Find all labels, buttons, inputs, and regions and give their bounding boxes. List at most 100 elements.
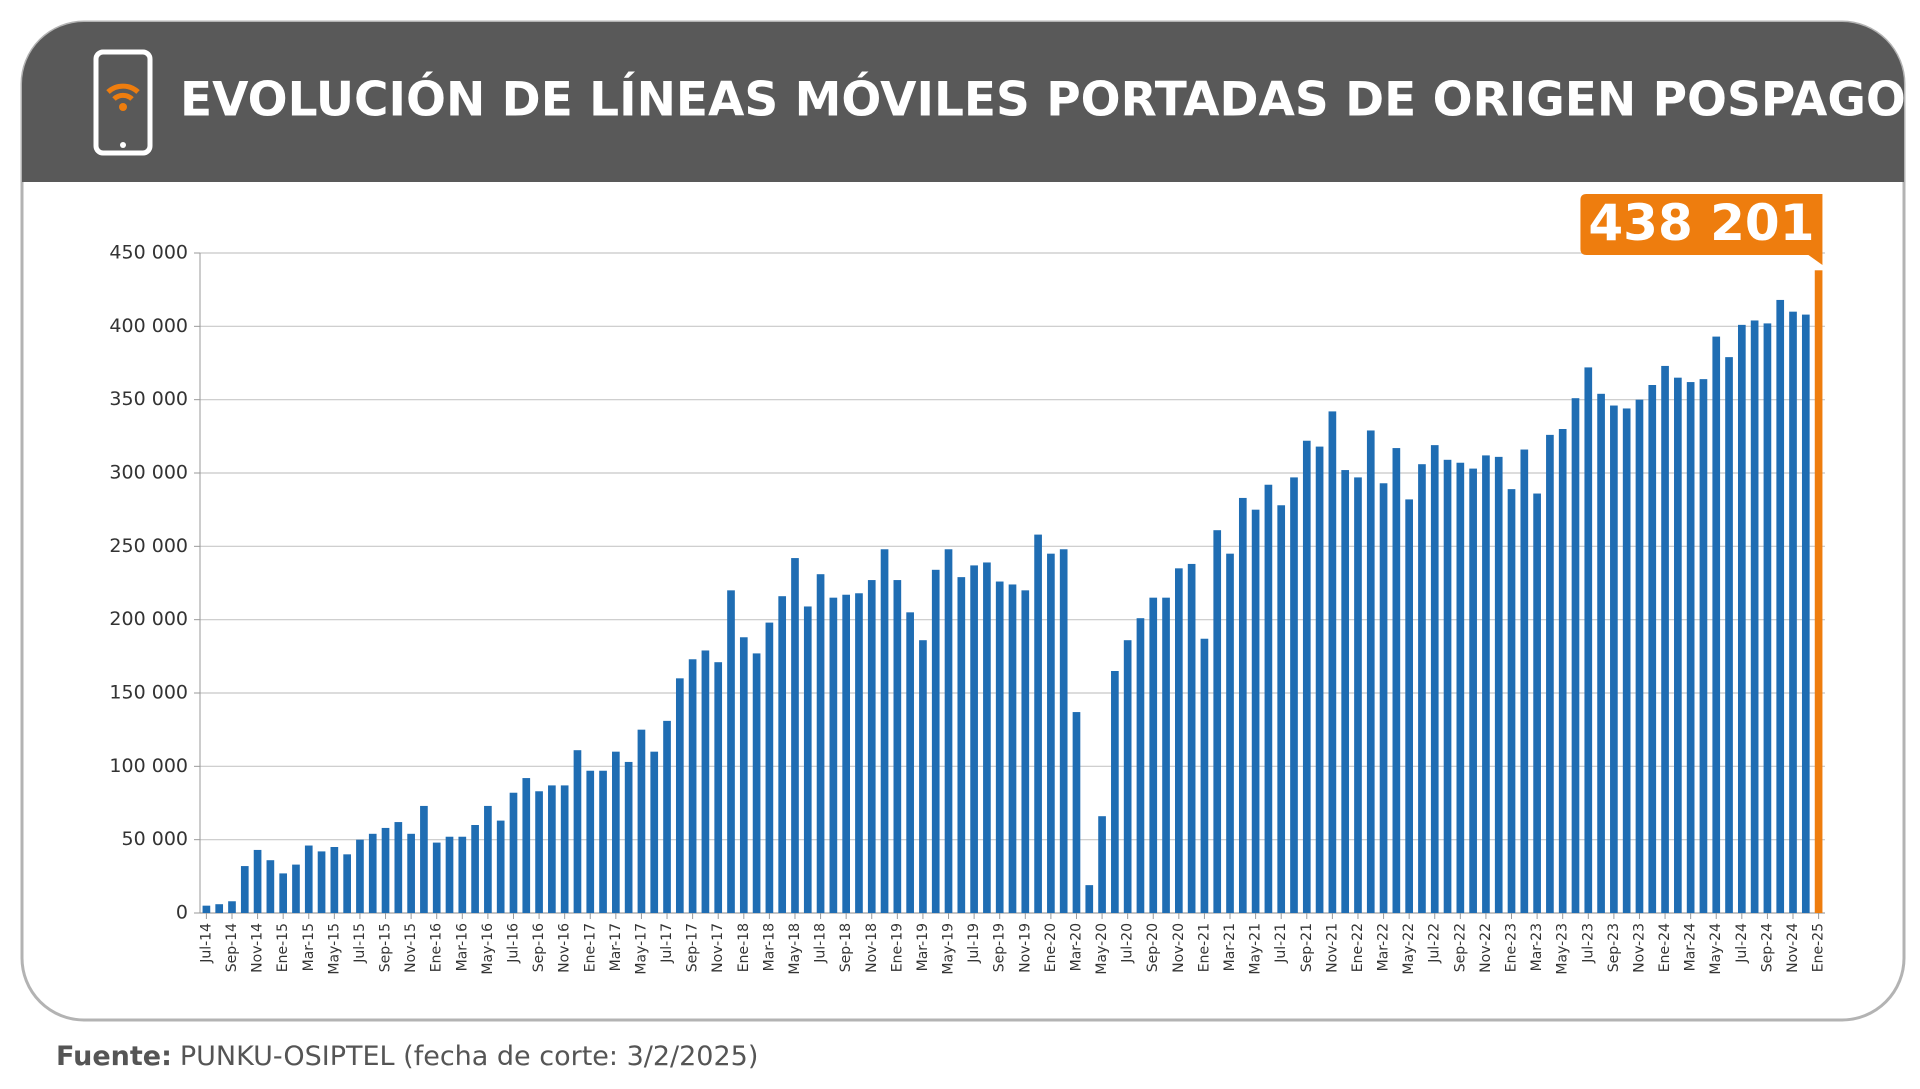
x-tick-label: Nov-22 xyxy=(1478,923,1494,973)
x-tick-label: Jul-18 xyxy=(813,923,829,964)
bar xyxy=(1712,336,1721,914)
value-label: 438 201 xyxy=(1588,194,1814,252)
bar xyxy=(292,864,300,913)
bar xyxy=(714,662,723,913)
bar xyxy=(727,590,735,913)
phone-icon xyxy=(93,49,153,156)
bar xyxy=(1264,484,1273,913)
x-tick-label: May-16 xyxy=(480,923,496,975)
bar xyxy=(1085,885,1094,913)
bar xyxy=(1226,553,1234,913)
bar xyxy=(1379,483,1388,913)
x-tick-label: Nov-19 xyxy=(1017,923,1033,973)
bar xyxy=(1584,367,1593,913)
bar xyxy=(381,827,390,913)
x-tick-label: Ene-23 xyxy=(1504,923,1520,972)
x-tick-label: May-18 xyxy=(787,923,803,975)
x-tick-label: Mar-24 xyxy=(1683,923,1699,971)
bar xyxy=(1418,464,1426,913)
x-tick-label: Mar-20 xyxy=(1068,923,1084,971)
x-tick-label: Ene-24 xyxy=(1657,923,1673,972)
bar xyxy=(1123,640,1132,913)
bar xyxy=(407,833,415,913)
bar xyxy=(496,820,505,913)
bar xyxy=(612,751,620,913)
bar xyxy=(1674,377,1682,914)
bar xyxy=(1482,455,1490,913)
bar xyxy=(778,596,787,913)
bar xyxy=(1622,408,1631,913)
bar xyxy=(1187,563,1196,913)
x-tick-label: Nov-23 xyxy=(1631,923,1647,973)
x-tick-label: May-24 xyxy=(1708,923,1724,975)
x-tick-label: Jul-19 xyxy=(966,923,982,964)
bar xyxy=(1571,398,1580,913)
bar xyxy=(1443,459,1452,913)
x-tick-label: Nov-15 xyxy=(403,923,419,973)
bar xyxy=(1507,489,1516,913)
bar xyxy=(304,845,313,913)
bar xyxy=(1366,430,1375,913)
bar xyxy=(931,569,940,913)
y-tick-label: 200 000 xyxy=(109,608,188,630)
bar xyxy=(855,593,863,913)
bar xyxy=(1328,411,1337,913)
bar xyxy=(1520,449,1529,913)
bar xyxy=(1558,429,1567,913)
x-tick-label: Mar-19 xyxy=(915,923,931,971)
x-tick-label: Sep-16 xyxy=(531,923,547,972)
x-tick-label: Sep-24 xyxy=(1759,923,1775,972)
bar xyxy=(739,637,748,913)
y-tick-label: 250 000 xyxy=(109,535,188,557)
bar xyxy=(1034,534,1042,913)
x-tick-label: May-15 xyxy=(326,923,342,975)
x-tick-label: May-20 xyxy=(1094,923,1110,975)
x-tick-label: Sep-15 xyxy=(378,923,394,972)
y-tick-label: 350 000 xyxy=(109,388,188,410)
bar xyxy=(688,659,697,913)
y-tick-label: 300 000 xyxy=(109,462,188,484)
x-tick-label: Ene-25 xyxy=(1811,923,1827,972)
bar xyxy=(1776,299,1785,913)
x-tick-label: Mar-17 xyxy=(608,923,624,971)
bar xyxy=(983,562,991,913)
x-tick-label: Mar-22 xyxy=(1376,923,1392,971)
bar xyxy=(522,778,531,913)
bar xyxy=(663,720,671,913)
bar xyxy=(343,854,351,913)
bar xyxy=(573,750,582,913)
bar xyxy=(1763,323,1772,913)
bar xyxy=(1392,448,1401,913)
bar xyxy=(1648,385,1657,913)
x-tick-label: Nov-20 xyxy=(1171,923,1187,973)
bar xyxy=(1635,399,1644,914)
bar xyxy=(1814,270,1823,914)
x-tick-label: May-19 xyxy=(941,923,957,975)
bar xyxy=(701,650,710,913)
bar xyxy=(317,851,326,913)
x-tick-label: Jul-14 xyxy=(198,923,214,964)
bar xyxy=(906,612,914,913)
bar xyxy=(637,729,646,913)
bar xyxy=(1200,638,1209,913)
bar xyxy=(1430,445,1439,913)
x-tick-label: Jul-15 xyxy=(352,923,368,964)
bar xyxy=(1789,311,1797,914)
bar xyxy=(394,822,403,913)
x-tick-label: Ene-20 xyxy=(1043,923,1059,972)
bar xyxy=(675,678,684,913)
x-tick-label: Sep-18 xyxy=(838,923,854,972)
bar xyxy=(1686,382,1695,914)
bar xyxy=(548,785,556,913)
bar xyxy=(1737,324,1746,913)
bar xyxy=(1801,314,1810,914)
bar xyxy=(1354,477,1362,913)
x-tick-label: Nov-17 xyxy=(710,923,726,973)
bar xyxy=(228,901,236,913)
bar xyxy=(1149,597,1158,913)
bar xyxy=(816,574,825,913)
x-tick-label: Mar-23 xyxy=(1529,923,1545,971)
x-tick-label: Sep-21 xyxy=(1299,923,1315,972)
bar xyxy=(1251,509,1260,913)
